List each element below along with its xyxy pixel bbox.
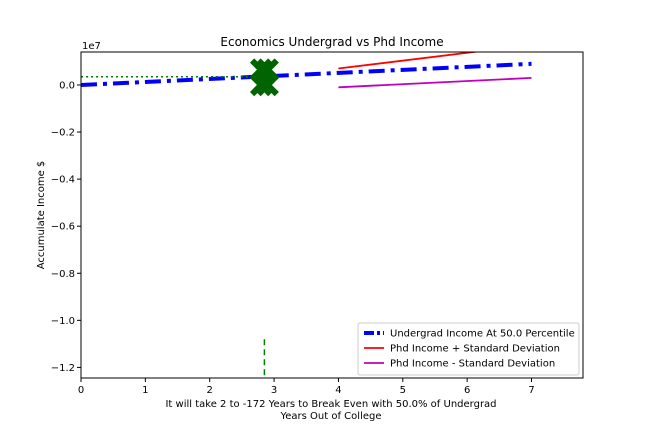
legend-label-2: Phd Income - Standard Deviation — [390, 359, 555, 370]
series-group — [81, 52, 532, 378]
legend-box — [357, 322, 580, 376]
x-tick-label-6: 6 — [464, 385, 470, 396]
x-tick-label-7: 7 — [528, 385, 534, 396]
y-tick-label-4: −0.8 — [51, 269, 75, 280]
y-axis-offset-text: 1e7 — [82, 41, 101, 52]
y-axis-label: Accumulate Income $ — [36, 161, 47, 270]
y-tick-label-2: −0.4 — [51, 175, 75, 186]
legend-label-0: Undergrad Income At 50.0 Percentile — [390, 329, 575, 340]
x-tick-label-0: 0 — [78, 385, 84, 396]
x-tick-label-3: 3 — [271, 385, 277, 396]
series-line-2 — [338, 77, 532, 89]
x-axis-label-line-1: It will take 2 to -172 Years to Break Ev… — [165, 399, 496, 410]
legend: Undergrad Income At 50.0 Percentile Phd I… — [357, 322, 580, 376]
series-line-0 — [81, 61, 532, 87]
plot-frame — [80, 51, 584, 379]
marker-x-1 — [256, 58, 279, 81]
marker-x-3 — [256, 73, 279, 97]
x-tick-label-4: 4 — [335, 385, 341, 396]
x-axis-label-line-2: Years Out of College — [280, 411, 382, 422]
y-tick-label-1: −0.2 — [51, 128, 75, 139]
y-tick-label-0: 0.0 — [59, 80, 75, 91]
x-tick-label-2: 2 — [207, 385, 213, 396]
chart-title: Economics Undergrad vs Phd Income — [220, 35, 443, 49]
legend-label-1: Phd Income + Standard Deviation — [390, 344, 560, 355]
series-line-1 — [338, 52, 481, 70]
plot-area: 0 1 2 3 4 5 6 7 0.0 −0.2 −0.4 −0.6 −0.8 −1.0 −1.2 — [51, 51, 584, 396]
x-tick-label-5: 5 — [400, 385, 406, 396]
x-tick-label-1: 1 — [142, 385, 148, 396]
y-tick-label-3: −0.6 — [51, 222, 75, 233]
y-tick-label-6: −1.2 — [51, 363, 75, 374]
y-tick-label-5: −1.0 — [51, 316, 75, 327]
